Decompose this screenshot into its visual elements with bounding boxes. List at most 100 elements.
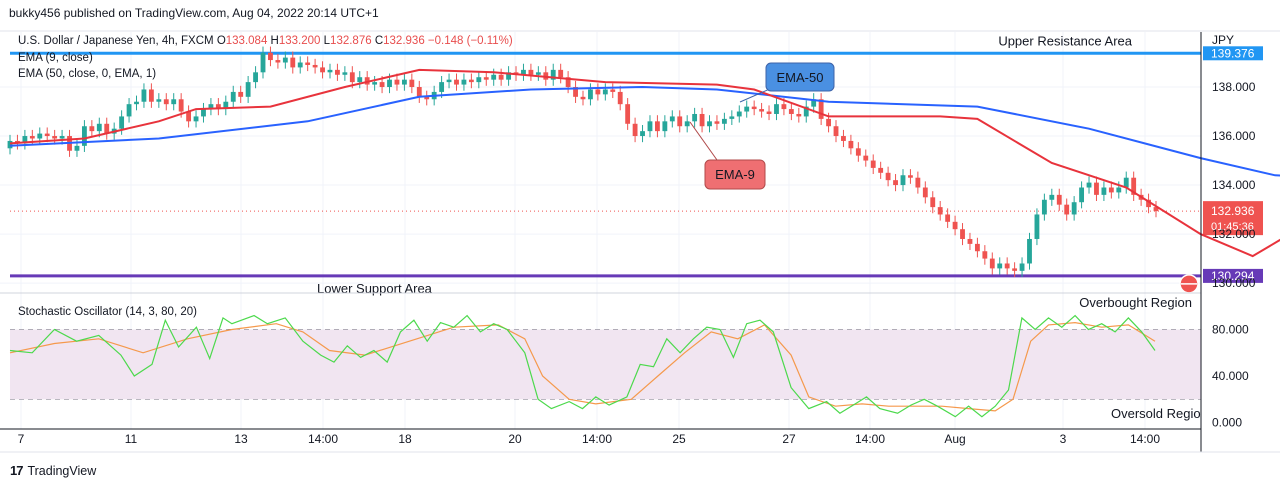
candle-body xyxy=(52,136,58,139)
candle-body xyxy=(565,77,571,88)
candle-body xyxy=(29,136,35,139)
candle-body xyxy=(818,99,824,119)
time-tick-label: 14:00 xyxy=(855,432,885,446)
candle-body xyxy=(476,77,482,83)
candle-body xyxy=(275,60,281,63)
candle-body xyxy=(178,99,184,112)
candle-body xyxy=(937,207,943,215)
time-tick-label: 27 xyxy=(782,432,796,446)
candle-body xyxy=(632,123,638,137)
candle-body xyxy=(781,104,787,110)
time-tick-label: 25 xyxy=(672,432,686,446)
candle-body xyxy=(119,116,125,129)
candle-body xyxy=(1049,194,1055,200)
candle-body xyxy=(163,99,169,105)
time-tick-label: 18 xyxy=(398,432,412,446)
candle-body xyxy=(751,106,757,110)
ohlc-close: 132.936 xyxy=(383,35,425,47)
candle-body xyxy=(915,177,921,188)
support-tag: 130.294 xyxy=(1211,269,1255,283)
candles-layer xyxy=(7,46,1159,277)
candle-body xyxy=(349,72,355,83)
candle-body xyxy=(74,145,80,151)
candle-body xyxy=(238,91,244,97)
candle-body xyxy=(282,57,288,63)
candle-body xyxy=(692,113,698,122)
candle-body xyxy=(483,77,489,80)
candle-body xyxy=(677,116,683,127)
stoch-d-line xyxy=(9,321,1156,412)
support-label: Lower Support Area xyxy=(317,281,433,296)
candle-body xyxy=(409,79,415,88)
tradingview-logo-icon: 17 xyxy=(10,463,24,478)
candle-body xyxy=(357,77,363,83)
candle-body xyxy=(573,87,578,97)
candle-body xyxy=(535,72,541,75)
candle-body xyxy=(446,79,452,83)
candle-body xyxy=(104,123,110,134)
candle-body xyxy=(454,79,459,85)
price-tick-label: 138.000 xyxy=(1212,80,1256,94)
ema50-legend: EMA (50, close, 0, EMA, 1) xyxy=(18,68,157,80)
candle-body xyxy=(461,79,467,85)
candle-body xyxy=(1071,202,1077,215)
candle-body xyxy=(1116,187,1122,193)
candle-body xyxy=(1019,263,1025,271)
stoch-layer: Stochastic Oscillator (14, 3, 80, 20) Ove… xyxy=(9,295,1201,421)
candle-body xyxy=(327,69,333,73)
candle-body xyxy=(1086,182,1092,188)
candle-body xyxy=(439,82,445,92)
resistance-label: Upper Resistance Area xyxy=(998,33,1132,48)
ohlc-high-label: H xyxy=(270,35,279,47)
candle-body xyxy=(721,118,727,124)
candle-body xyxy=(714,121,720,124)
candle-body xyxy=(498,74,504,80)
candle-body xyxy=(342,72,348,75)
stoch-k-line xyxy=(9,314,1156,418)
candle-body xyxy=(967,238,973,244)
candle-body xyxy=(134,101,139,105)
candle-body xyxy=(602,89,608,95)
candle-body xyxy=(863,155,869,161)
ema9-line xyxy=(9,68,1280,258)
stoch-band xyxy=(10,329,1201,400)
candle-body xyxy=(788,109,794,114)
candle-body xyxy=(744,106,750,112)
candle-body xyxy=(208,104,214,110)
candle-body xyxy=(1123,177,1129,188)
price-tick-label: 132.000 xyxy=(1212,227,1256,241)
candle-body xyxy=(468,79,474,83)
candle-body xyxy=(654,121,660,132)
candle-body xyxy=(141,89,147,102)
symbol-legend: U.S. Dollar / Japanese Yen, 4h, FXCM O13… xyxy=(18,35,513,47)
candle-body xyxy=(387,79,392,88)
candle-body xyxy=(1056,194,1062,205)
candle-body xyxy=(372,82,378,85)
candle-body xyxy=(193,116,199,122)
candle-body xyxy=(521,69,526,75)
candle-body xyxy=(796,113,802,117)
stoch-title: Stochastic Oscillator (14, 3, 80, 20) xyxy=(18,306,197,318)
candle-body xyxy=(1034,214,1040,239)
resistance-tag: 139.376 xyxy=(1211,46,1255,60)
tradingview-footer: 17 TradingView xyxy=(10,463,96,478)
candle-body xyxy=(1064,204,1070,215)
oversold-label: Oversold Regio xyxy=(1111,406,1201,421)
candle-body xyxy=(588,89,593,100)
candle-body xyxy=(44,133,50,137)
candle-body xyxy=(885,172,891,181)
candle-body xyxy=(669,116,675,122)
ohlc-low-label: L xyxy=(323,35,331,47)
candle-body xyxy=(878,167,884,173)
candle-body xyxy=(617,91,623,105)
candle-body xyxy=(908,175,913,178)
candle-body xyxy=(1027,238,1032,264)
candle-body xyxy=(305,62,311,65)
candle-body xyxy=(394,79,400,85)
candle-body xyxy=(625,104,631,124)
ema9-callout-box xyxy=(704,159,766,190)
candle-body xyxy=(759,109,765,112)
overbought-label: Overbought Region xyxy=(1079,295,1192,310)
candle-body xyxy=(223,101,229,110)
